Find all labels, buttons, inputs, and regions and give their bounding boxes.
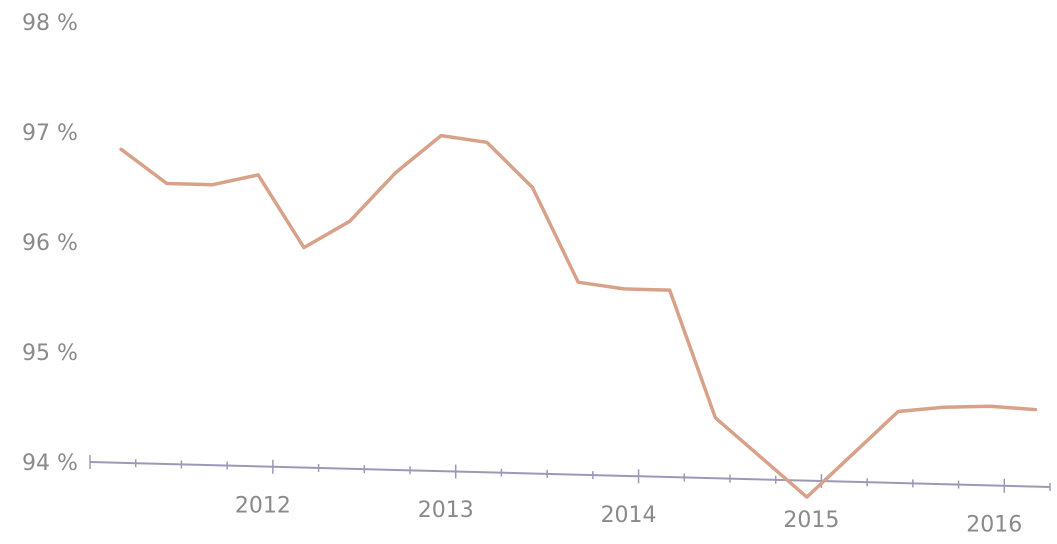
data-point <box>622 287 626 291</box>
data-point <box>896 410 900 414</box>
data-point <box>302 246 306 250</box>
x-axis-labels: 2012 2013 2014 2015 2016 <box>235 493 1022 537</box>
x-tick-label: 2015 <box>783 508 839 533</box>
data-point <box>1033 408 1037 412</box>
data-point <box>942 405 946 409</box>
data-point <box>119 147 123 151</box>
data-point <box>668 288 672 292</box>
x-axis-line <box>89 461 1051 488</box>
y-axis-labels: 94 % 95 % 96 % 97 % 98 % <box>22 11 78 476</box>
data-point <box>393 171 397 175</box>
data-point <box>576 280 580 284</box>
y-tick-label: 96 % <box>22 231 78 256</box>
x-tick-label: 2016 <box>966 513 1022 538</box>
y-tick-label: 95 % <box>22 341 78 366</box>
series-line <box>119 133 1038 499</box>
data-point <box>988 404 992 408</box>
data-point <box>805 495 809 499</box>
data-point <box>165 181 169 185</box>
y-tick-label: 94 % <box>22 451 78 476</box>
data-point <box>851 452 855 456</box>
x-tick-label: 2012 <box>235 493 291 518</box>
data-point <box>439 134 443 138</box>
x-axis <box>89 455 1051 493</box>
data-point <box>713 416 717 420</box>
y-tick-label: 97 % <box>22 121 78 146</box>
data-point <box>211 183 215 187</box>
x-tick-label: 2013 <box>418 498 474 523</box>
data-point <box>256 173 260 177</box>
x-tick-label: 2014 <box>601 503 657 528</box>
series-group <box>119 133 1038 499</box>
data-point <box>531 186 535 190</box>
data-point <box>485 140 489 144</box>
data-point <box>348 219 352 223</box>
data-point <box>759 455 763 459</box>
y-tick-label: 98 % <box>22 11 78 36</box>
